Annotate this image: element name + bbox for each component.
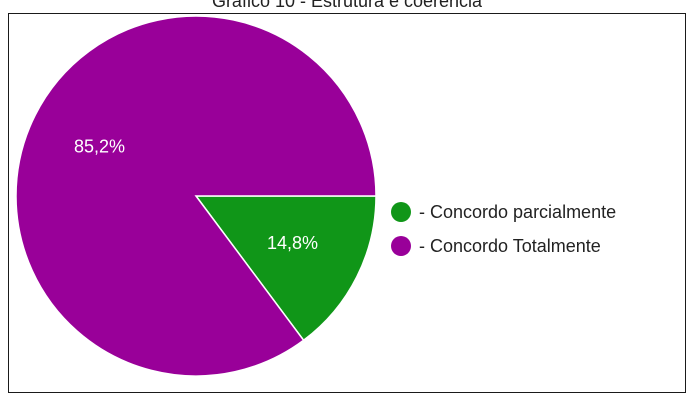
chart-title: Gráfico 10 - Estrutura e coerência — [211, 0, 483, 11]
pie-slice-concordo-totalmente[interactable] — [15, 15, 377, 377]
legend-label-concordo-parcialmente: - Concordo parcialmente — [419, 201, 617, 222]
legend-swatch-concordo-totalmente — [391, 236, 411, 256]
pie-slice-concordo-parcialmente[interactable] — [194, 195, 377, 342]
legend: - Concordo parcialmente - Concordo Total… — [391, 195, 616, 263]
slice-label-concordo-parcialmente: 14,8% — [267, 233, 318, 253]
slice-label-concordo-totalmente: 85,2% — [74, 136, 125, 156]
legend-item-concordo-totalmente[interactable]: - Concordo Totalmente — [391, 229, 616, 263]
legend-label-concordo-totalmente: - Concordo Totalmente — [419, 235, 601, 256]
legend-item-concordo-parcialmente[interactable]: - Concordo parcialmente — [391, 195, 616, 229]
pie-chart: 14,8% 85,2% — [15, 15, 377, 377]
legend-swatch-concordo-parcialmente — [391, 202, 411, 222]
